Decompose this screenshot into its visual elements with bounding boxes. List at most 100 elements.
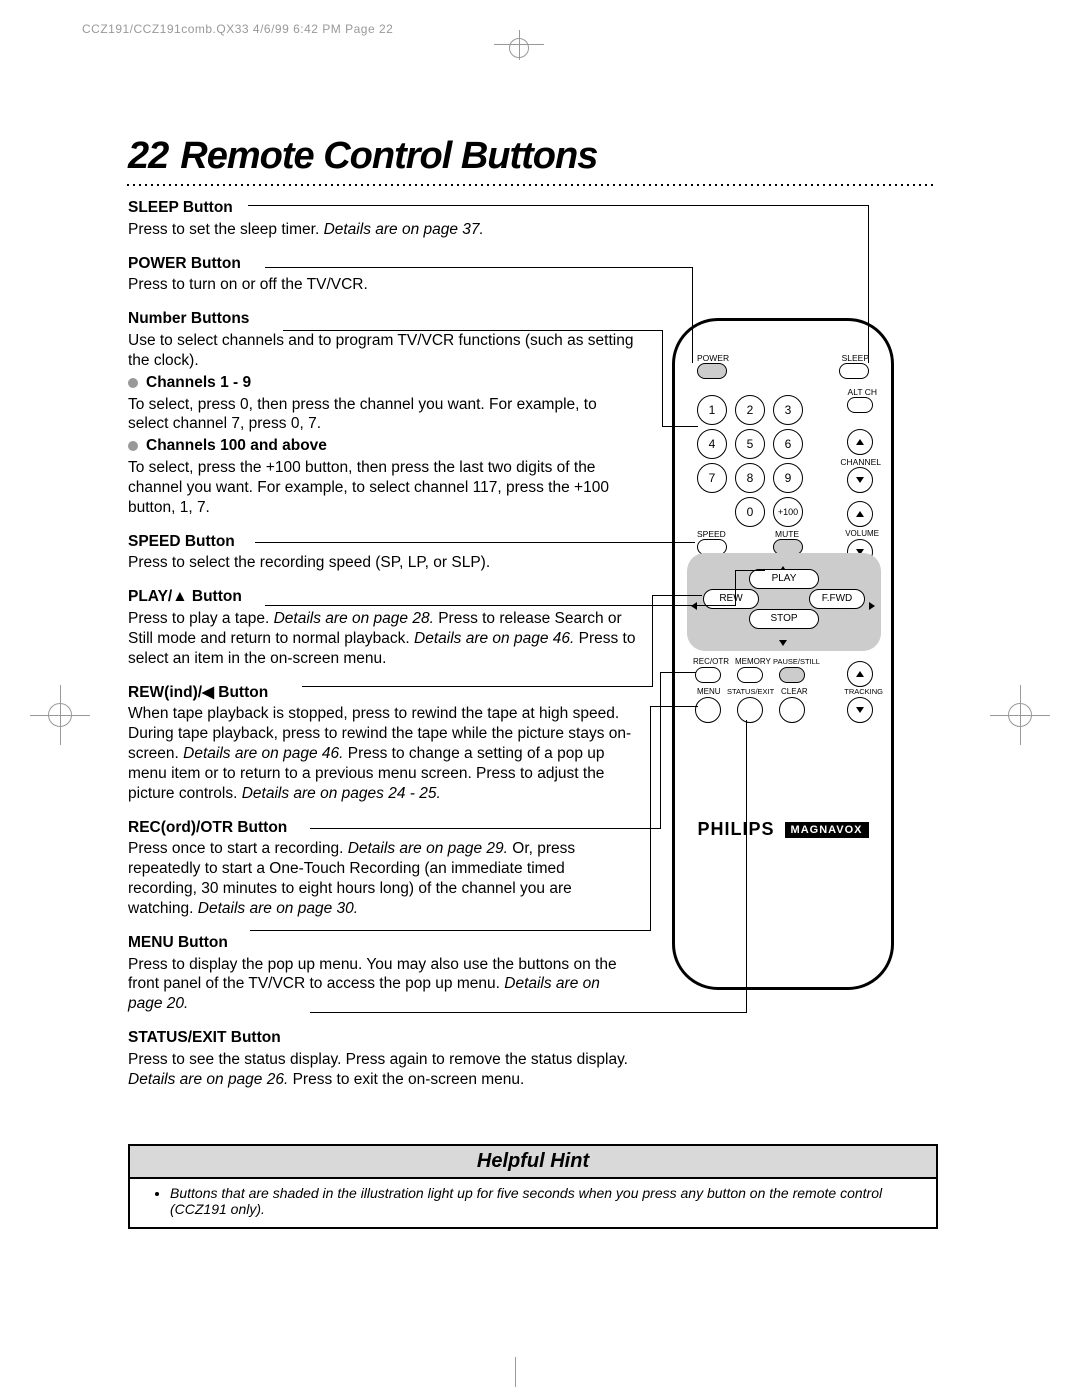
manual-page: CCZ191/CCZ191comb.QX33 4/6/99 6:42 PM Pa… xyxy=(0,0,1080,1397)
num-1-button[interactable]: 1 xyxy=(697,395,727,425)
hint-text: Buttons that are shaded in the illustrat… xyxy=(170,1185,926,1217)
memory-button[interactable] xyxy=(737,667,763,683)
label-memory: MEMORY xyxy=(735,657,771,666)
section-rew: REW(ind)/◀ Button When tape playback is … xyxy=(128,683,638,804)
section-menu: MENU Button Press to display the pop up … xyxy=(128,933,638,1014)
brand-row: PHILIPS MAGNAVOX xyxy=(675,819,891,840)
remote-illustration: POWER SLEEP 1 2 3 4 5 6 7 8 9 0 +100 ALT… xyxy=(672,318,894,990)
altch-button[interactable] xyxy=(847,397,873,413)
ref-play1: Details are on page 28. xyxy=(274,610,434,627)
label-power: POWER xyxy=(697,353,729,363)
num-2-button[interactable]: 2 xyxy=(735,395,765,425)
label-tracking: TRACKING xyxy=(844,687,883,696)
num-6-button[interactable]: 6 xyxy=(773,429,803,459)
nav-right-icon xyxy=(869,597,875,615)
channel-down-button[interactable] xyxy=(847,467,873,493)
leader-line xyxy=(662,330,663,426)
leader-line xyxy=(660,672,661,829)
label-sleep: SLEEP xyxy=(842,353,869,363)
label-menu: MENU xyxy=(697,687,721,696)
title-text: Remote Control Buttons xyxy=(180,135,597,177)
heading-rec: REC(ord)/OTR Button xyxy=(128,818,287,838)
sub2-title: Channels 100 and above xyxy=(146,436,327,456)
leader-line xyxy=(250,930,650,931)
leader-line xyxy=(652,595,653,687)
num-7-button[interactable]: 7 xyxy=(697,463,727,493)
rew-button[interactable]: REW xyxy=(703,589,759,609)
section-status: STATUS/EXIT Button Press to see the stat… xyxy=(128,1028,638,1089)
description-column: SLEEP Button Press to set the sleep time… xyxy=(128,198,638,1103)
label-pausestill: PAUSE/STILL xyxy=(773,657,820,666)
tracking-down-button[interactable] xyxy=(847,697,873,723)
leader-line xyxy=(735,570,736,606)
magnavox-logo: MAGNAVOX xyxy=(785,822,869,838)
channel-up-button[interactable] xyxy=(847,429,873,455)
ref-rew1: Details are on page 46. xyxy=(183,745,343,762)
leader-line xyxy=(868,205,869,363)
leader-line xyxy=(692,267,693,363)
crop-mark-icon xyxy=(494,30,544,80)
body-number: Use to select channels and to program TV… xyxy=(128,331,638,371)
clear-button[interactable] xyxy=(779,697,805,723)
label-speed: SPEED xyxy=(697,529,726,539)
body-rec1: Press once to start a recording. xyxy=(128,840,348,857)
leader-line xyxy=(650,706,651,931)
num-0-button[interactable]: 0 xyxy=(735,497,765,527)
num-5-button[interactable]: 5 xyxy=(735,429,765,459)
ref-rec1: Details are on page 29. xyxy=(348,840,508,857)
title-divider xyxy=(125,182,935,190)
power-button[interactable] xyxy=(697,363,727,379)
leader-line xyxy=(310,828,660,829)
leader-line xyxy=(302,686,652,687)
heading-status: STATUS/EXIT Button xyxy=(128,1028,281,1048)
leader-line xyxy=(248,205,868,206)
plus100-button[interactable]: +100 xyxy=(773,497,803,527)
section-play: PLAY/▲ Button Press to play a tape. Deta… xyxy=(128,587,638,668)
play-button[interactable]: PLAY xyxy=(749,569,819,589)
label-statusexit: STATUS/EXIT xyxy=(727,687,774,696)
crop-mark-icon xyxy=(515,1357,516,1387)
section-power: POWER Button Press to turn on or off the… xyxy=(128,254,638,296)
nav-left-icon xyxy=(691,597,697,615)
crop-mark-icon xyxy=(990,685,1050,745)
leader-line xyxy=(735,570,765,571)
label-altch: ALT CH xyxy=(848,387,877,397)
nav-down-icon xyxy=(779,633,787,651)
leader-line xyxy=(265,267,693,268)
ref-rec2: Details are on page 30. xyxy=(198,900,358,917)
bullet-icon xyxy=(128,441,138,451)
pausestill-button[interactable] xyxy=(779,667,805,683)
menu-button[interactable] xyxy=(695,697,721,723)
leader-line xyxy=(650,706,698,707)
label-volume: VOLUME xyxy=(845,529,879,538)
heading-speed: SPEED Button xyxy=(128,532,235,552)
rec-button[interactable] xyxy=(695,667,721,683)
num-3-button[interactable]: 3 xyxy=(773,395,803,425)
label-clear: CLEAR xyxy=(781,687,808,696)
num-8-button[interactable]: 8 xyxy=(735,463,765,493)
num-9-button[interactable]: 9 xyxy=(773,463,803,493)
section-speed: SPEED Button Press to select the recordi… xyxy=(128,532,638,574)
heading-rew: REW(ind)/◀ Button xyxy=(128,683,268,703)
ffwd-button[interactable]: F.FWD xyxy=(809,589,865,609)
tracking-up-button[interactable] xyxy=(847,661,873,687)
leader-line xyxy=(652,595,702,596)
body-power: Press to turn on or off the TV/VCR. xyxy=(128,275,638,295)
crop-mark-icon xyxy=(30,685,90,745)
sleep-button[interactable] xyxy=(839,363,869,379)
leader-line xyxy=(255,542,695,543)
sub2-body: To select, press the +100 button, then p… xyxy=(128,458,638,517)
hint-body: Buttons that are shaded in the illustrat… xyxy=(130,1179,936,1227)
heading-sleep: SLEEP Button xyxy=(128,198,233,218)
volume-up-button[interactable] xyxy=(847,501,873,527)
heading-number: Number Buttons xyxy=(128,309,249,329)
sub1-title: Channels 1 - 9 xyxy=(146,373,251,393)
num-4-button[interactable]: 4 xyxy=(697,429,727,459)
ref-status1: Details are on page 26. xyxy=(128,1071,288,1088)
statusexit-button[interactable] xyxy=(737,697,763,723)
leader-line xyxy=(310,1012,746,1013)
hint-title: Helpful Hint xyxy=(130,1146,936,1179)
stop-button[interactable]: STOP xyxy=(749,609,819,629)
print-header: CCZ191/CCZ191comb.QX33 4/6/99 6:42 PM Pa… xyxy=(82,22,393,36)
label-channel: CHANNEL xyxy=(840,457,881,467)
